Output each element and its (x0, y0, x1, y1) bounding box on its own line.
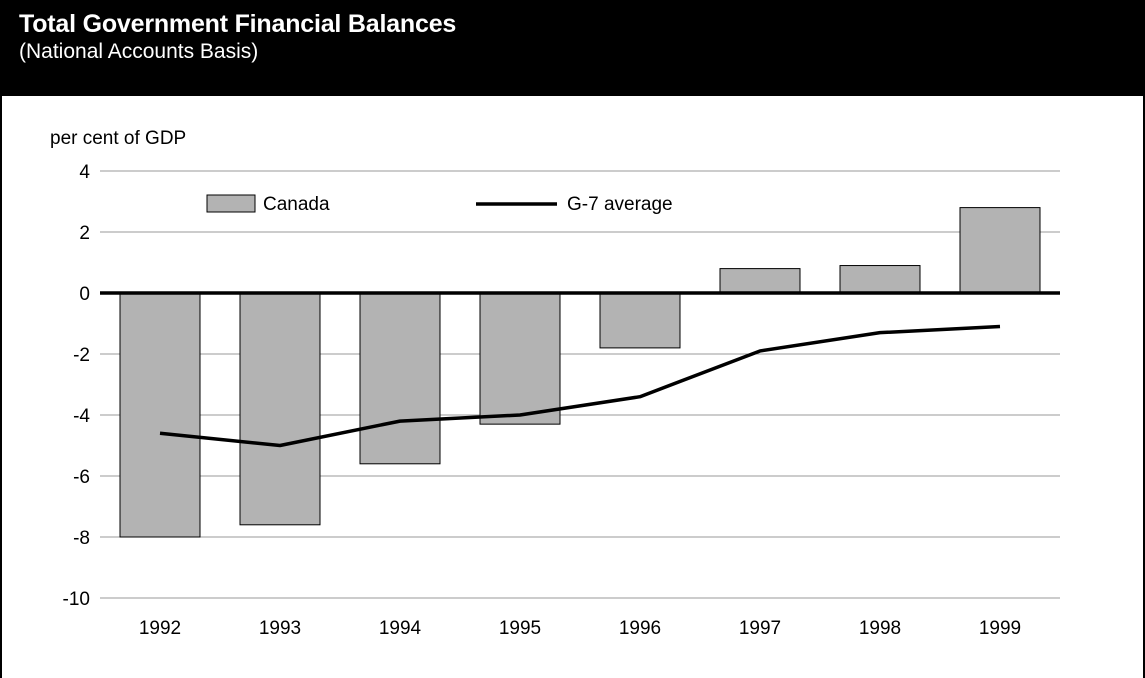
bar-canada (119, 292, 201, 538)
x-tick-label: 1996 (619, 618, 661, 639)
y-tick-label: -4 (73, 406, 90, 427)
chart-subtitle: (National Accounts Basis) (19, 40, 259, 63)
x-tick-label: 1997 (739, 618, 781, 639)
y-tick-label: -10 (63, 589, 90, 610)
x-tick-label: 1995 (499, 618, 541, 639)
y-tick-label: -8 (73, 528, 90, 549)
y-tick-label: 0 (79, 284, 90, 305)
legend-swatch-canada (206, 194, 256, 213)
y-tick-label: 4 (79, 162, 90, 183)
y-tick-label: -2 (73, 345, 90, 366)
bar-canada (959, 207, 1041, 294)
frame-left-border (0, 96, 2, 678)
y-tick-label: 2 (79, 223, 90, 244)
legend-label-g7: G-7 average (567, 194, 673, 215)
bar-canada (719, 268, 801, 294)
x-tick-label: 1998 (859, 618, 901, 639)
legend-label-canada: Canada (263, 194, 330, 215)
chart-header: Total Government Financial Balances (Nat… (0, 0, 1145, 96)
y-tick-label: -6 (73, 467, 90, 488)
g7-average-line (159, 324, 1001, 448)
x-tick-label: 1993 (259, 618, 301, 639)
y-axis-label: per cent of GDP (50, 128, 186, 149)
bar-canada (839, 265, 921, 294)
x-tick-label: 1992 (139, 618, 181, 639)
chart-title: Total Government Financial Balances (19, 10, 457, 38)
frame-right-border (1143, 96, 1145, 678)
bar-canada (599, 292, 681, 349)
x-tick-label: 1994 (379, 618, 422, 639)
x-tick-label: 1999 (979, 618, 1021, 639)
bar-canada (239, 292, 321, 526)
bar-canada (479, 292, 561, 425)
bar-canada (359, 292, 441, 465)
